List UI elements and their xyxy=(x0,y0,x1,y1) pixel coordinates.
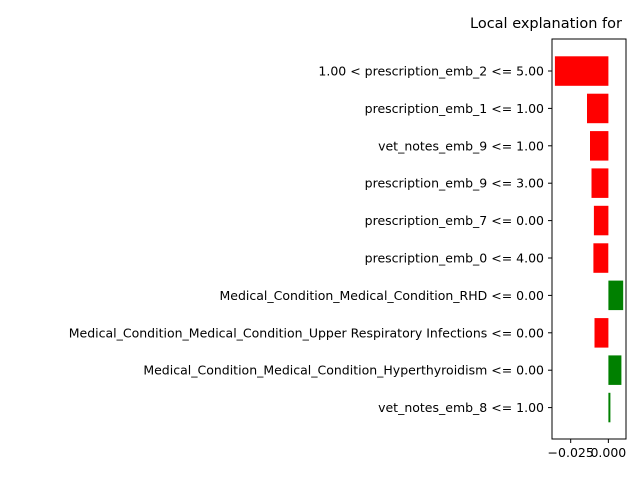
y-tick-label: prescription_emb_7 <= 0.00 xyxy=(365,213,544,228)
bar xyxy=(608,392,611,423)
y-tick-label: prescription_emb_0 <= 4.00 xyxy=(365,251,544,266)
chart-title: Local explanation for xyxy=(470,16,622,32)
bar xyxy=(593,205,609,236)
bar xyxy=(590,131,609,161)
y-tick-label: prescription_emb_9 <= 3.00 xyxy=(365,176,544,191)
bar xyxy=(593,243,609,273)
bar xyxy=(608,280,624,311)
y-tick-label: vet_notes_emb_8 <= 1.00 xyxy=(378,400,544,415)
plot-frame xyxy=(551,38,627,440)
bar xyxy=(587,93,609,124)
y-tick-label: 1.00 < prescription_emb_2 <= 5.00 xyxy=(318,64,544,79)
y-tick-label: vet_notes_emb_9 <= 1.00 xyxy=(378,138,544,153)
y-tick-label: prescription_emb_1 <= 1.00 xyxy=(365,101,544,116)
bars-group xyxy=(554,56,624,423)
y-tick-label: Medical_Condition_Medical_Condition_Uppe… xyxy=(69,325,544,340)
bar xyxy=(608,355,622,385)
x-tick-label: −0.025 xyxy=(548,445,594,460)
bar xyxy=(594,318,609,348)
y-tick-labels-group: 1.00 < prescription_emb_2 <= 5.00 prescri… xyxy=(69,64,552,415)
bar xyxy=(554,56,609,86)
x-tick-label: 0.000 xyxy=(590,445,626,460)
y-tick-label: Medical_Condition_Medical_Condition_Hype… xyxy=(143,363,544,378)
y-tick-label: Medical_Condition_Medical_Condition_RHD … xyxy=(219,288,544,303)
bar xyxy=(591,168,609,198)
